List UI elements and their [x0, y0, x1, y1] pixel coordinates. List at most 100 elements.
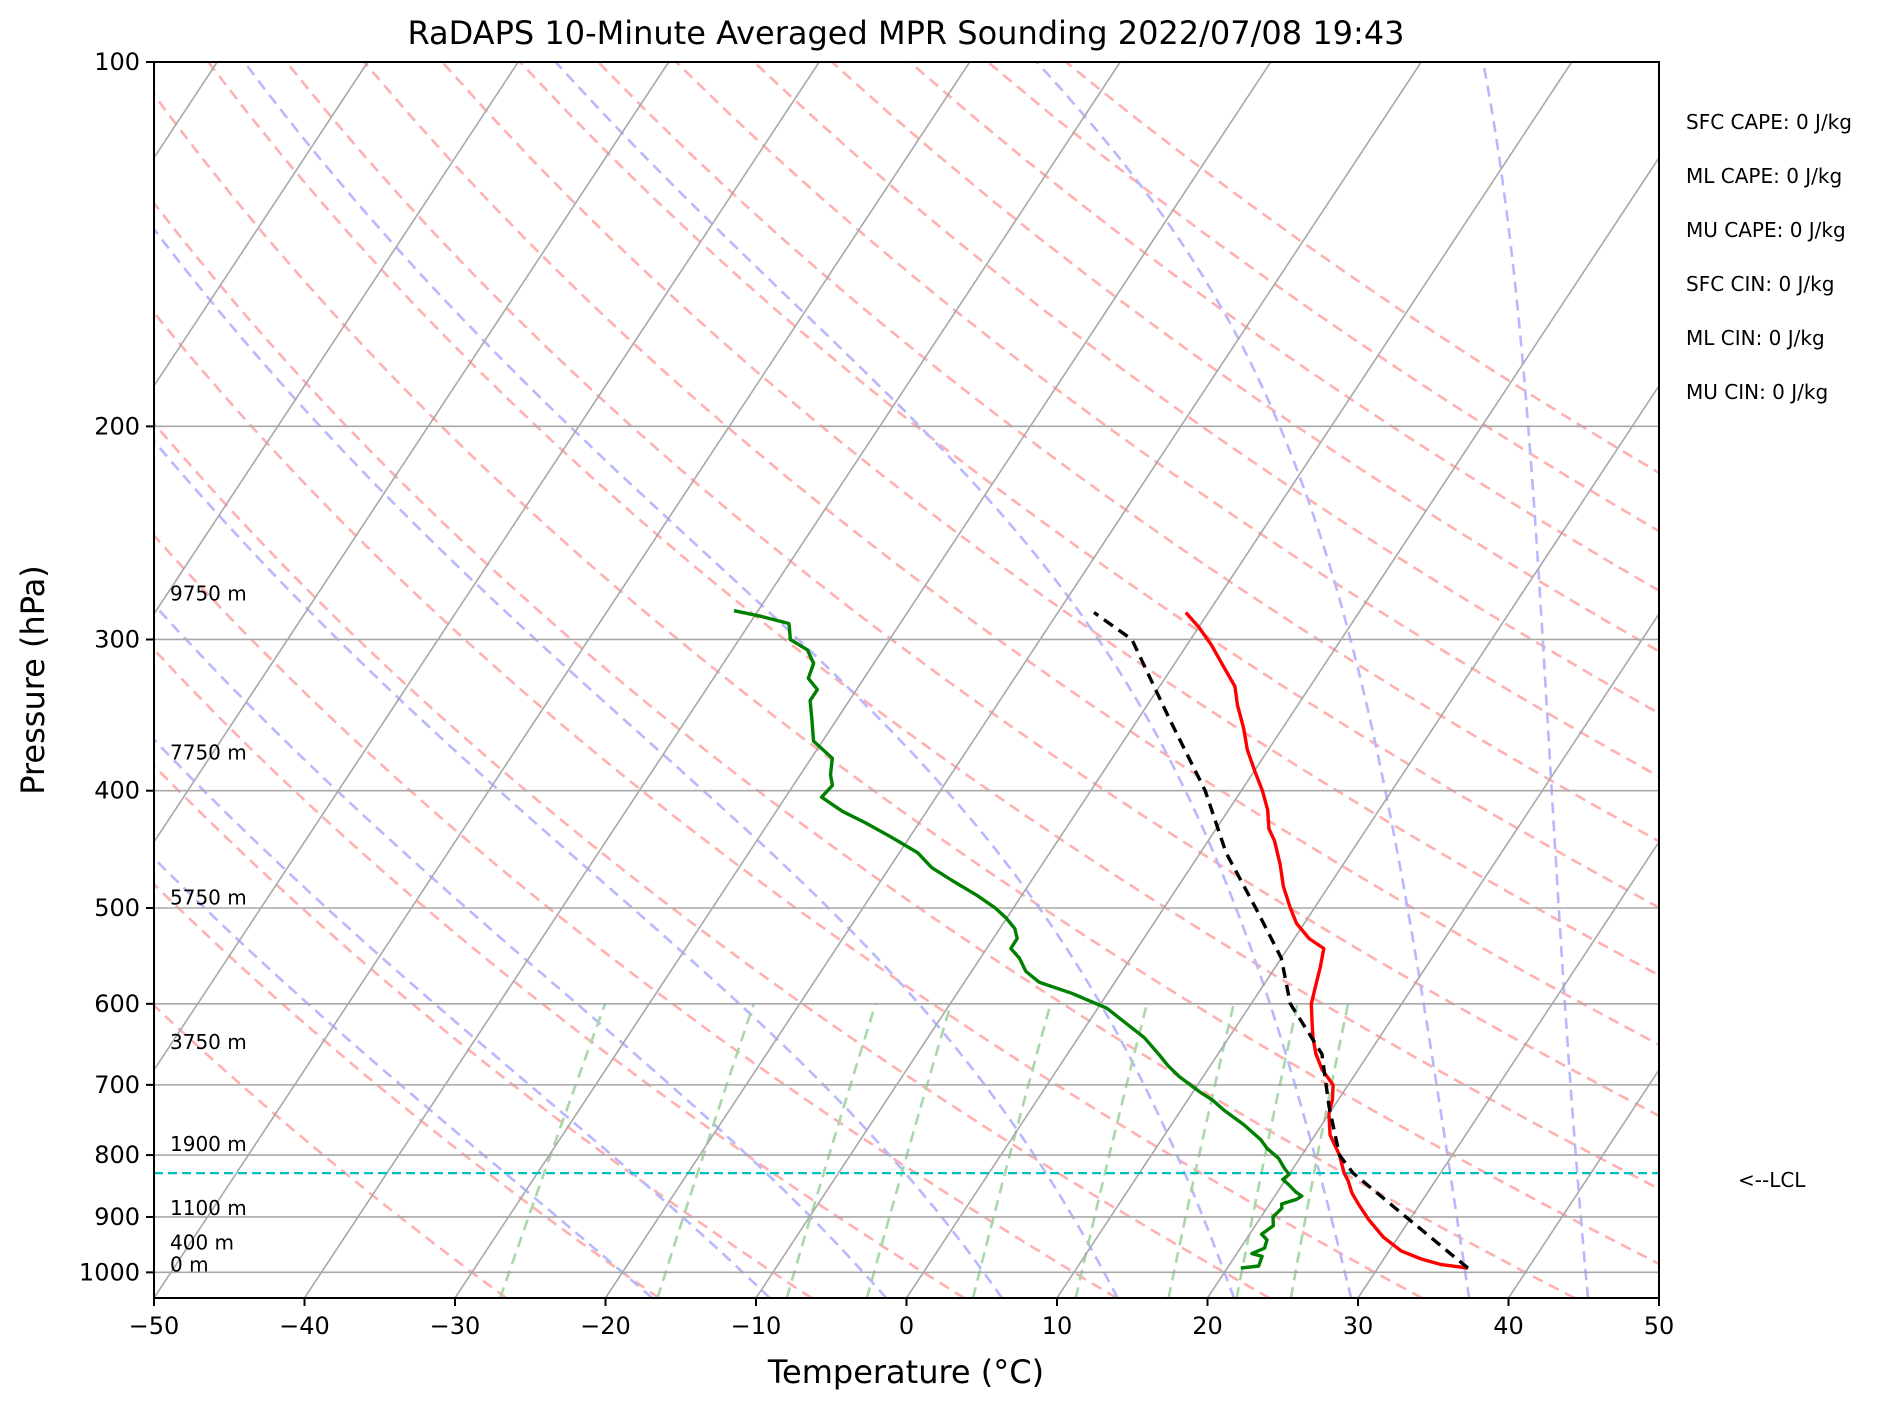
dry-adiabat [154, 421, 1271, 1298]
dry-adiabat [1064, 62, 1659, 475]
height-labels: 9750 m 7750 m 5750 m 3750 m 1900 m 1100 m 400 … [170, 582, 247, 1277]
mixing-ratio-line [1167, 1003, 1236, 1298]
isotherm [1206, 612, 1659, 1298]
moist-adiabat [154, 856, 654, 1298]
moist-adiabat [154, 602, 888, 1298]
stability-index: MU CIN: 0 J/kg [1686, 380, 1828, 404]
dry-adiabat [154, 533, 1118, 1298]
dry-adiabat [207, 62, 1659, 1191]
x-tick-label: −40 [279, 1312, 330, 1340]
height-label: 3750 m [170, 1030, 247, 1054]
parcel-line [1093, 611, 1470, 1270]
y-tick-label: 700 [94, 1071, 140, 1099]
dry-adiabat [597, 62, 1659, 843]
sounding-profiles [154, 609, 1659, 1270]
plot-frame [153, 61, 1660, 1299]
dry-adiabat [154, 201, 1576, 1298]
x-tick-label: −50 [129, 1312, 180, 1340]
dry-adiabat [285, 62, 1659, 1118]
y-tick-label: 500 [94, 894, 140, 922]
isotherm [154, 62, 971, 1298]
temperature-line [1184, 611, 1469, 1270]
isotherm [755, 62, 1573, 1298]
x-tick-label: 50 [1644, 1312, 1675, 1340]
isotherm [154, 62, 369, 388]
y-tick-label: 1000 [79, 1258, 140, 1286]
x-tick-label: 30 [1343, 1312, 1374, 1340]
dewpoint-line [733, 609, 1304, 1270]
height-label: 5750 m [170, 885, 247, 909]
mixing-ratio-line [785, 1003, 877, 1298]
x-tick-label: 20 [1192, 1312, 1223, 1340]
height-label: 0 m [170, 1252, 209, 1276]
isotherm [1357, 840, 1659, 1298]
isotherm [154, 62, 670, 844]
height-label: 400 m [170, 1231, 234, 1255]
y-tick-label: 100 [94, 48, 140, 76]
mixing-ratio-line [1289, 1003, 1350, 1298]
isotherm [303, 62, 1121, 1298]
dry-adiabat [154, 92, 1659, 1266]
isotherm [1056, 384, 1659, 1298]
mixing-ratio-line [656, 1003, 755, 1298]
y-tick-label: 600 [94, 990, 140, 1018]
y-tick-label: 200 [94, 412, 140, 440]
isotherm [604, 62, 1422, 1298]
isotherm [454, 62, 1272, 1298]
moist-adiabat [154, 227, 1119, 1298]
isotherm [1658, 1296, 1659, 1298]
isotherm [154, 62, 820, 1072]
height-label: 1900 m [170, 1132, 247, 1156]
stability-index: SFC CIN: 0 J/kg [1686, 272, 1834, 296]
dry-adiabat [909, 62, 1659, 593]
x-tick-label: −10 [731, 1312, 782, 1340]
axis-ticks: −50 −40 −30 −20 −10 0 10 20 30 40 50 100 200 300 400 50… [79, 48, 1674, 1340]
isotherm [905, 156, 1659, 1298]
mixing-ratio-line [971, 1003, 1052, 1298]
dry-adiabat [675, 62, 1659, 779]
stability-index: SFC CAPE: 0 J/kg [1686, 110, 1852, 134]
mixing-ratio-line [865, 1003, 953, 1298]
dry-adiabat [154, 1003, 508, 1298]
dry-adiabat [154, 647, 965, 1298]
height-label: 1100 m [170, 1196, 247, 1220]
x-tick-label: 40 [1493, 1312, 1524, 1340]
moist-adiabat [154, 737, 771, 1298]
dry-adiabat [519, 62, 1659, 909]
dry-adiabat [154, 882, 660, 1298]
stability-index: ML CAPE: 0 J/kg [1686, 164, 1842, 188]
y-tick-label: 400 [94, 777, 140, 805]
dry-adiabat [154, 763, 813, 1298]
isotherm [154, 62, 519, 616]
dry-adiabat [154, 310, 1423, 1298]
x-axis-label: Temperature (°C) [767, 1353, 1044, 1391]
mixing-ratio-line [1235, 1003, 1299, 1298]
lcl-label: <--LCL [1738, 1168, 1806, 1192]
x-tick-label: 10 [1042, 1312, 1073, 1340]
stability-index: ML CIN: 0 J/kg [1686, 326, 1825, 350]
x-tick-label: −20 [580, 1312, 631, 1340]
x-tick-label: 0 [899, 1312, 914, 1340]
dry-adiabat [441, 62, 1659, 977]
chart-title: RaDAPS 10-Minute Averaged MPR Sounding 2… [407, 14, 1404, 52]
height-label: 7750 m [170, 741, 247, 765]
stability-indices: SFC CAPE: 0 J/kg ML CAPE: 0 J/kg MU CAPE: … [1686, 110, 1852, 404]
y-axis-label: Pressure (hPa) [14, 565, 52, 795]
y-tick-label: 300 [94, 625, 140, 653]
x-tick-label: −30 [430, 1312, 481, 1340]
moist-adiabat [243, 62, 1236, 1298]
dry-adiabat [753, 62, 1659, 715]
y-tick-label: 900 [94, 1203, 140, 1231]
dry-adiabat [831, 62, 1659, 653]
moist-adiabat [1481, 62, 1590, 1298]
dry-adiabat [987, 62, 1659, 533]
stability-index: MU CAPE: 0 J/kg [1686, 218, 1846, 242]
mixing-ratio-line [1074, 1003, 1149, 1298]
mixing-ratio-line [498, 1003, 607, 1298]
isotherm [1507, 1068, 1659, 1298]
height-label: 9750 m [170, 582, 247, 606]
background-lines [154, 62, 1659, 1298]
y-tick-label: 800 [94, 1141, 140, 1169]
moist-adiabat [154, 439, 1004, 1298]
